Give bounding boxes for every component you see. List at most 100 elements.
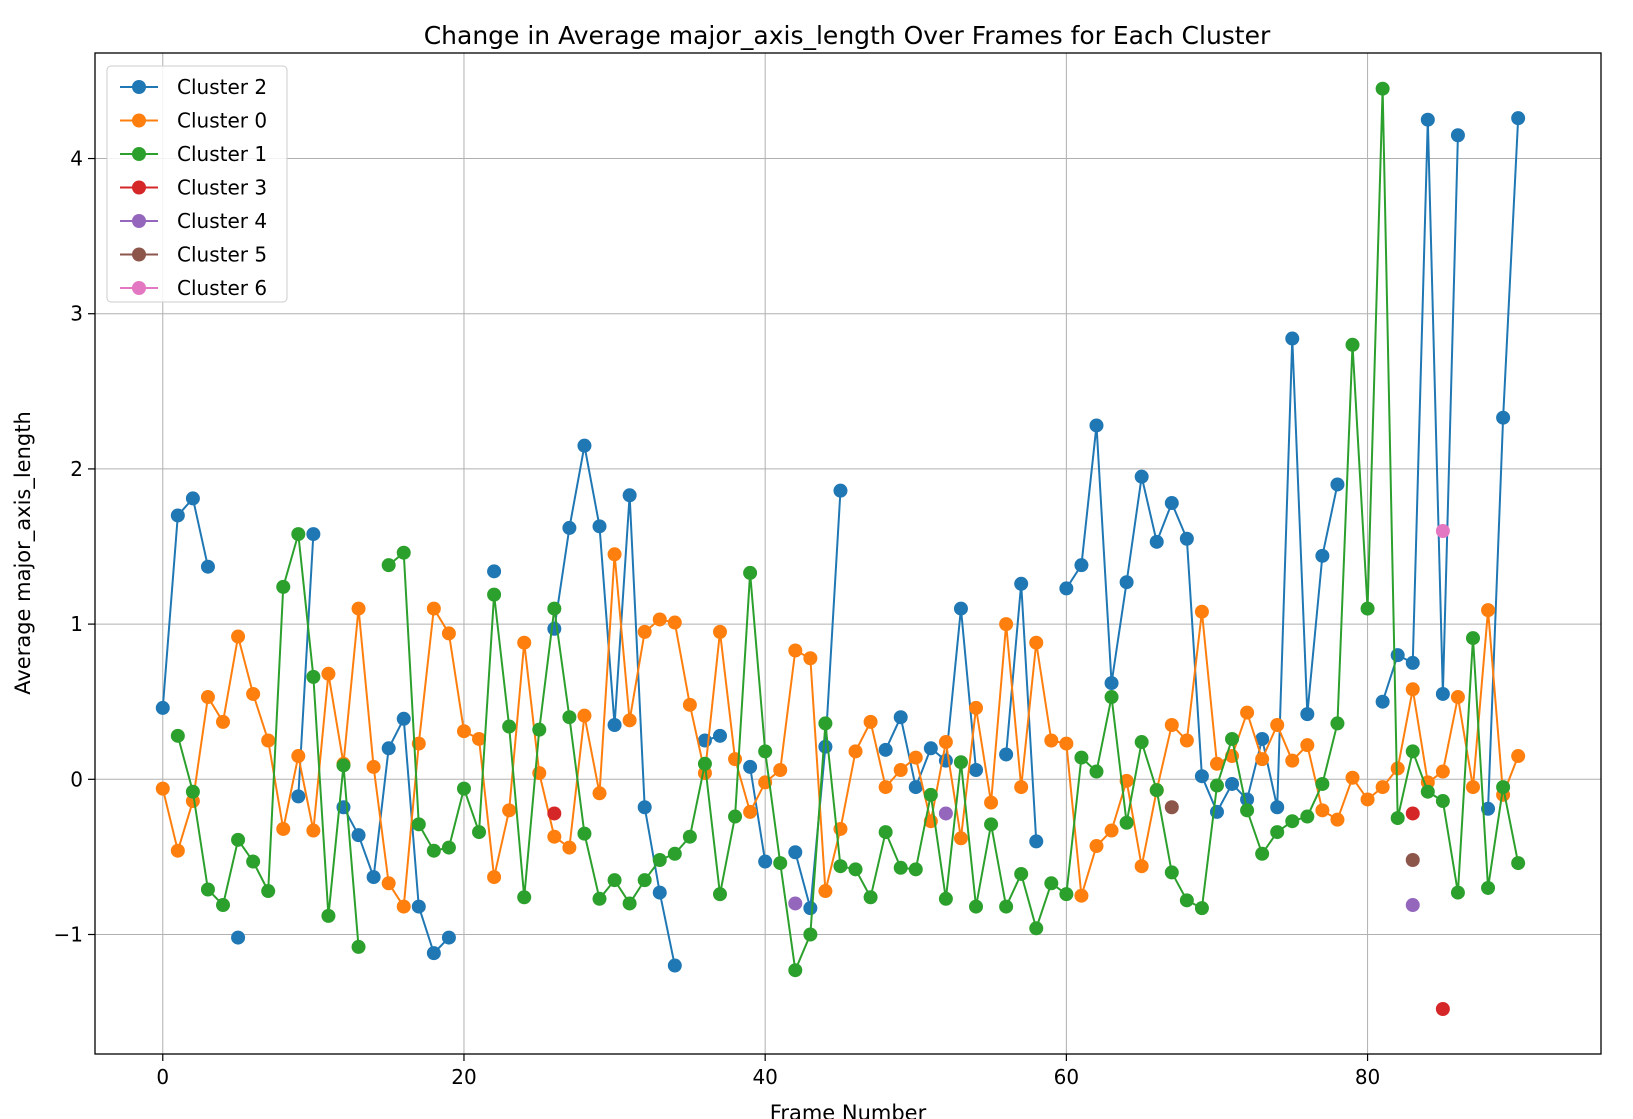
legend-item: Cluster 3 <box>120 176 267 200</box>
data-point <box>1300 738 1315 753</box>
data-point <box>622 488 637 503</box>
data-point <box>396 899 411 914</box>
data-point <box>1209 804 1224 819</box>
data-point <box>306 823 321 838</box>
data-point <box>1059 887 1074 902</box>
data-point <box>758 854 773 869</box>
data-point <box>411 899 426 914</box>
legend-label: Cluster 2 <box>177 75 267 99</box>
data-point <box>1420 784 1435 799</box>
data-point <box>1345 770 1360 785</box>
data-point <box>969 762 984 777</box>
data-point <box>803 901 818 916</box>
data-point <box>863 890 878 905</box>
data-point <box>908 750 923 765</box>
data-point <box>622 713 637 728</box>
data-point <box>1104 823 1119 838</box>
y-tick-label: 4 <box>70 147 83 171</box>
data-point <box>1375 780 1390 795</box>
data-point <box>1074 558 1089 573</box>
legend-item: Cluster 0 <box>120 109 267 133</box>
data-point <box>517 890 532 905</box>
data-point <box>185 491 200 506</box>
data-point <box>502 719 517 734</box>
data-point <box>908 780 923 795</box>
data-point <box>246 854 261 869</box>
data-point <box>878 742 893 757</box>
data-point <box>351 939 366 954</box>
data-point <box>863 714 878 729</box>
data-point <box>893 762 908 777</box>
data-point <box>1225 731 1240 746</box>
data-point <box>712 624 727 639</box>
data-point <box>547 829 562 844</box>
data-point <box>321 666 336 681</box>
data-point <box>321 908 336 923</box>
data-point <box>1511 111 1526 126</box>
data-point <box>1405 655 1420 670</box>
data-point <box>1134 859 1149 874</box>
data-point <box>185 784 200 799</box>
data-point <box>1481 603 1496 618</box>
data-point <box>1405 853 1420 868</box>
series-cluster-2 <box>155 111 1526 973</box>
data-point <box>291 527 306 542</box>
x-axis-label: Frame Number <box>770 1101 927 1119</box>
data-point <box>261 733 276 748</box>
legend-item: Cluster 2 <box>120 75 267 99</box>
data-point <box>1089 764 1104 779</box>
data-point <box>984 795 999 810</box>
y-tick-label: 1 <box>70 612 83 636</box>
data-point <box>155 700 170 715</box>
data-point <box>336 758 351 773</box>
data-point <box>577 438 592 453</box>
data-point <box>170 728 185 743</box>
data-point <box>923 787 938 802</box>
legend-marker <box>132 180 146 195</box>
series-cluster-4 <box>788 806 1420 913</box>
data-point <box>1044 733 1059 748</box>
data-point <box>577 826 592 841</box>
data-point <box>1149 534 1164 549</box>
data-point <box>1255 846 1270 861</box>
data-point <box>216 714 231 729</box>
data-point <box>366 870 381 885</box>
data-point <box>953 831 968 846</box>
data-point <box>622 896 637 911</box>
data-point <box>1300 809 1315 824</box>
data-point <box>848 862 863 877</box>
data-point <box>200 559 215 574</box>
data-point <box>1074 888 1089 903</box>
data-point <box>1240 803 1255 818</box>
data-point <box>246 686 261 701</box>
data-point <box>261 884 276 899</box>
data-point <box>351 828 366 843</box>
data-point <box>878 825 893 840</box>
data-point <box>291 789 306 804</box>
data-point <box>938 891 953 906</box>
data-point <box>1074 750 1089 765</box>
data-point <box>1164 496 1179 511</box>
data-point <box>200 882 215 897</box>
legend-box <box>106 65 288 303</box>
data-point <box>1360 792 1375 807</box>
data-point <box>1405 682 1420 697</box>
data-point <box>1225 776 1240 791</box>
data-point <box>607 873 622 888</box>
legend-label: Cluster 1 <box>177 142 267 166</box>
data-point <box>893 860 908 875</box>
data-point <box>1390 761 1405 776</box>
data-point <box>1435 794 1450 809</box>
legend-marker <box>132 147 146 161</box>
data-point <box>1435 523 1450 538</box>
data-point <box>1270 800 1285 815</box>
data-point <box>1044 876 1059 891</box>
data-point <box>1435 1001 1450 1016</box>
data-point <box>773 856 788 871</box>
data-point <box>818 716 833 731</box>
legend-label: Cluster 3 <box>177 176 267 200</box>
data-point <box>472 825 487 840</box>
data-point <box>547 601 562 616</box>
data-point <box>893 710 908 725</box>
data-point <box>487 587 502 602</box>
